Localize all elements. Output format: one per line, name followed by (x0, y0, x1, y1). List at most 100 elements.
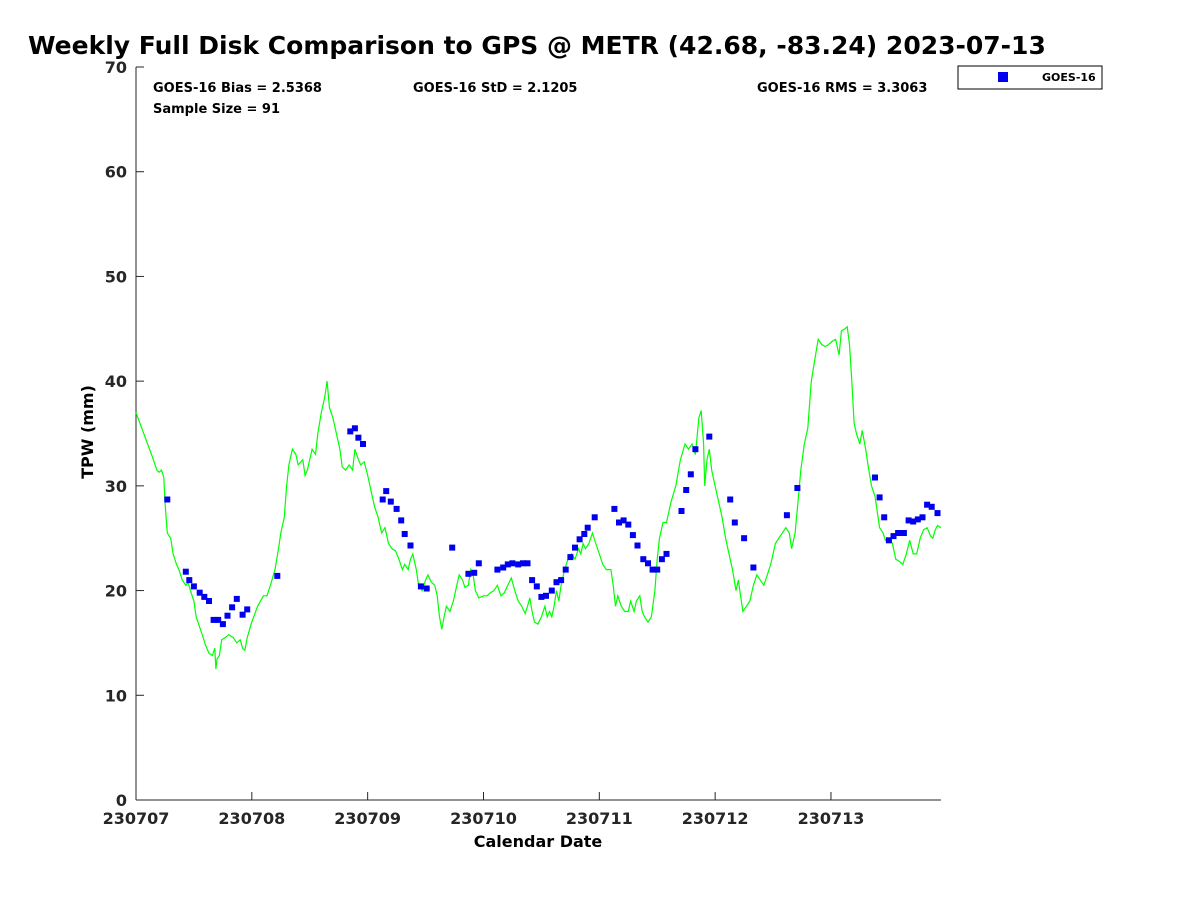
goes-16-point (934, 510, 941, 517)
legend-box (957, 65, 1103, 90)
y-tick-label: 0 (116, 791, 127, 810)
goes-16-point (529, 577, 536, 584)
y-tick-label: 50 (105, 267, 127, 286)
goes-16-point (239, 611, 246, 618)
goes-16-point (548, 587, 555, 594)
chart-title: Weekly Full Disk Comparison to GPS @ MET… (28, 31, 1046, 60)
goes-16-point (504, 561, 511, 568)
y-tick-label: 10 (105, 686, 127, 705)
goes-16-point (423, 585, 430, 592)
goes-16-point (543, 592, 549, 599)
goes-16-point (186, 577, 193, 584)
x-axis-label: Calendar Date (474, 832, 603, 851)
goes-16-point (914, 516, 921, 523)
goes-16-point (417, 583, 424, 590)
goes-16-point (449, 544, 456, 551)
goes-16-point (645, 560, 651, 567)
goes-16-point (591, 514, 598, 521)
goes-16-point (584, 524, 591, 531)
legend-marker (998, 72, 1008, 82)
goes-16-point (347, 428, 354, 435)
goes-16-point (928, 503, 935, 510)
goes-16-point (910, 518, 917, 525)
goes-16-point (379, 496, 386, 503)
goes-16-point (731, 519, 738, 526)
goes-16-point (274, 572, 281, 579)
goes-16-point (500, 564, 507, 571)
bias-stat: GOES-16 Bias = 2.5368 (153, 81, 322, 96)
goes-16-series (164, 425, 941, 628)
gps-line (135, 325, 942, 670)
goes-16-point (924, 501, 931, 508)
goes-16-point (533, 583, 540, 590)
plot-axes: 0 10 20 30 40 50 60 70 230707 230708 230709 230710 2… (103, 58, 941, 828)
goes-16-point (640, 556, 647, 563)
goes-16-point (663, 550, 670, 557)
goes-16-point (629, 532, 636, 539)
goes-16-point (741, 535, 748, 542)
goes-16-point (919, 514, 926, 521)
goes-16-point (471, 569, 478, 576)
goes-16-point (562, 566, 569, 573)
x-tick-label: 230709 (334, 809, 401, 828)
rms-stat: GOES-16 RMS = 3.3063 (757, 81, 927, 96)
goes-16-point (401, 531, 408, 537)
goes-16-point (881, 514, 888, 521)
goes-16-point (620, 517, 627, 524)
x-tick-label: 230707 (103, 809, 170, 828)
goes-16-point (196, 589, 203, 596)
goes-16-point (494, 566, 501, 573)
std-stat: GOES-16 StD = 2.1205 (413, 81, 577, 96)
goes-16-point (509, 560, 516, 567)
goes-16-point (634, 542, 641, 549)
goes-16-point (201, 593, 208, 600)
gps-series (135, 325, 942, 670)
goes-16-point (393, 505, 400, 512)
goes-16-point (683, 487, 690, 493)
goes-16-point (794, 485, 801, 491)
goes-16-point (678, 508, 685, 514)
y-tick-label: 20 (105, 582, 127, 601)
goes-16-point (658, 556, 665, 563)
goes-16-point (649, 566, 656, 573)
goes-16-point (687, 471, 694, 478)
x-tick-label: 230710 (450, 809, 517, 828)
goes-16-point (567, 554, 574, 561)
goes-16-point (727, 496, 734, 503)
goes-16-point (206, 598, 212, 604)
goes-16-point (407, 542, 414, 549)
goes-16-point (229, 604, 236, 611)
x-tick-label: 230712 (682, 809, 749, 828)
goes-16-point (895, 530, 902, 536)
y-tick-label: 60 (105, 163, 127, 182)
goes-16-point (233, 595, 240, 602)
y-tick-label: 30 (105, 477, 127, 496)
y-axis-label: TPW (mm) (78, 385, 97, 479)
goes-16-point (654, 566, 661, 573)
goes-16-point (538, 593, 545, 600)
goes-16-point (872, 474, 878, 481)
goes-16-point (360, 441, 366, 447)
goes-16-point (351, 425, 358, 432)
goes-16-point (900, 530, 907, 536)
goes-16-point (783, 512, 790, 519)
legend: GOES-16 (957, 65, 1103, 90)
goes-16-point (750, 564, 757, 571)
goes-16-point (692, 446, 699, 453)
goes-16-point (398, 517, 405, 524)
x-tick-label: 230711 (566, 809, 633, 828)
goes-16-point (224, 612, 231, 619)
x-tick-label: 230708 (218, 809, 285, 828)
goes-16-point (581, 531, 588, 537)
goes-16-point (475, 560, 482, 567)
goes-16-point (558, 577, 565, 584)
goes-16-point (625, 521, 632, 528)
goes-16-point (215, 616, 222, 623)
goes-16-point (210, 616, 217, 623)
goes-16-point (905, 517, 912, 524)
goes-16-point (190, 583, 197, 590)
goes-16-point (524, 560, 531, 567)
goes-16-point (706, 433, 713, 440)
goes-16-point (244, 606, 251, 613)
